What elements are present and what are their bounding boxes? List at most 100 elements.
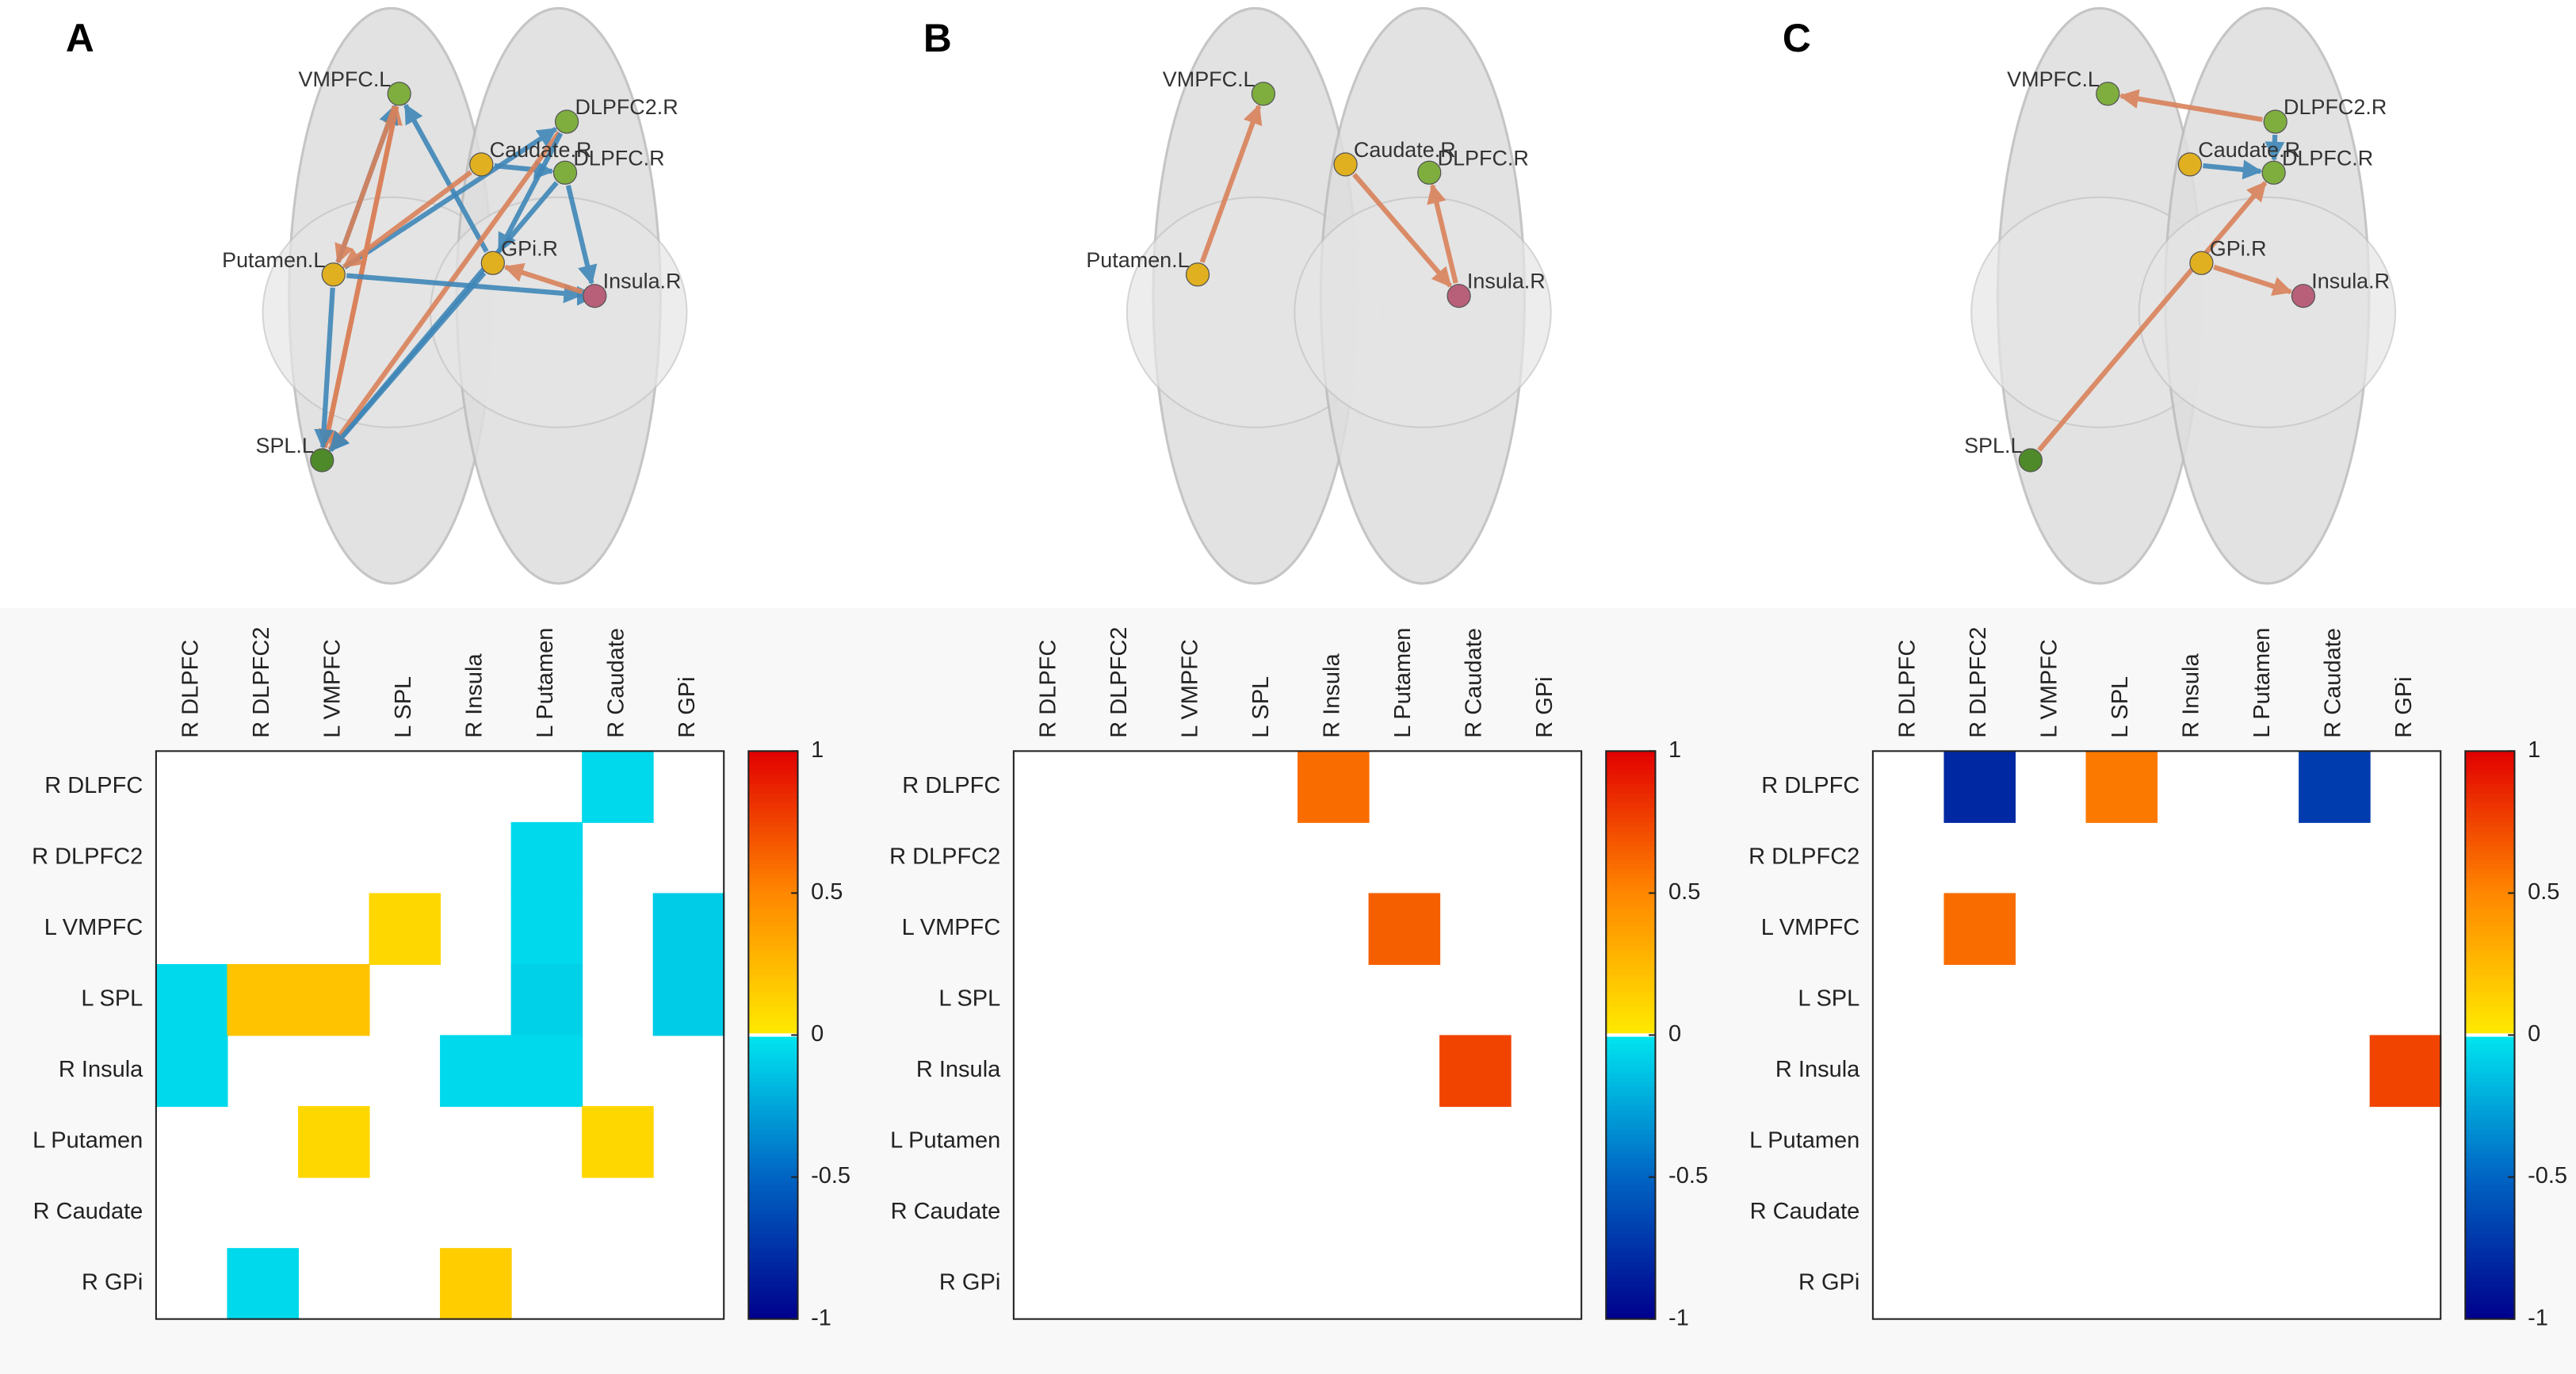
colorbar-step [1606, 1044, 1656, 1051]
colorbar-step [2465, 821, 2515, 828]
colorbar-step [748, 1119, 798, 1126]
colorbar-step [1606, 1143, 1656, 1150]
colorbar-step [748, 982, 798, 989]
node-label: Insula.R [2311, 270, 2390, 293]
colorbar-step [2465, 1068, 2515, 1074]
colorbar-step [2465, 836, 2515, 842]
colorbar-step [2465, 1304, 2515, 1311]
heatmap-cell [369, 893, 441, 965]
colorbar-step [1606, 936, 1656, 941]
colorbar-step [2465, 926, 2515, 932]
node-label: Insula.R [603, 270, 682, 293]
colorbar-step [2465, 888, 2515, 894]
edge [314, 287, 335, 450]
colorbar-step [1606, 1181, 1656, 1188]
hemisphere-lobe [430, 196, 688, 429]
colorbar-step [2465, 1077, 2515, 1084]
colorbar-step [2465, 1025, 2515, 1031]
colorbar-step [748, 802, 798, 809]
colorbar-step [2465, 1314, 2515, 1320]
colorbar-step [748, 836, 798, 842]
colorbar-step [1606, 1299, 1656, 1306]
colorbar-step [748, 874, 798, 880]
colorbar-step [2465, 756, 2515, 762]
colorbar-step [2465, 1049, 2515, 1055]
node-label: VMPFC.L [299, 67, 392, 91]
colorbar-step [1606, 1092, 1656, 1097]
colorbar-step [748, 1092, 798, 1097]
colorbar-tick-label: -1 [811, 1305, 831, 1330]
heatmap-area [1872, 751, 2441, 1319]
colorbar-step [1606, 1309, 1656, 1315]
colorbar-step [1606, 869, 1656, 875]
colorbar-step [1606, 1111, 1656, 1116]
colorbar-step [748, 765, 798, 771]
colorbar-step [2465, 1124, 2515, 1131]
colorbar-step [748, 936, 798, 941]
colorbar-step [1606, 1276, 1656, 1282]
colorbar-step [1606, 1238, 1656, 1244]
row-label: L SPL [938, 986, 1000, 1011]
colorbar-step [2465, 784, 2515, 790]
colorbar-step [1606, 878, 1656, 885]
colorbar-step [1606, 1158, 1656, 1164]
colorbar-step [748, 1030, 798, 1036]
node [1185, 262, 1210, 287]
colorbar-step [2465, 917, 2515, 923]
colorbar-step [2465, 1191, 2515, 1197]
colorbar-step [748, 1035, 798, 1041]
colorbar-step [2465, 1196, 2515, 1202]
heatmap-cell [227, 1248, 300, 1320]
row-label: L SPL [1798, 986, 1859, 1011]
colorbar-step [748, 760, 798, 767]
colorbar-step [1606, 779, 1656, 785]
row-label: R GPi [939, 1270, 1000, 1296]
column-label: R DLPFC [1035, 640, 1061, 738]
hemisphere-lobe [1294, 196, 1552, 429]
colorbar-step [748, 1177, 798, 1183]
colorbar-step [1606, 1248, 1656, 1253]
node-label: VMPFC.L [1163, 67, 1256, 91]
column-label: R DLPFC2 [249, 627, 274, 738]
colorbar-step [1606, 921, 1656, 928]
colorbar-step [748, 794, 798, 799]
colorbar-step [1606, 1285, 1656, 1292]
colorbar-step [1606, 1124, 1656, 1131]
colorbar-tick-label: 1 [811, 737, 824, 763]
edge [1427, 183, 1458, 284]
colorbar-step [2465, 874, 2515, 880]
colorbar-step [1606, 973, 1656, 979]
colorbar-step [1606, 992, 1656, 998]
colorbar-step [1606, 888, 1656, 894]
colorbar-step [1606, 898, 1656, 904]
colorbar-tick-label: -0.5 [811, 1163, 850, 1188]
colorbar-tick-label: -0.5 [1668, 1163, 1708, 1188]
colorbar-step [1606, 1115, 1656, 1121]
colorbar-step [1606, 1016, 1656, 1022]
colorbar-step [2465, 1248, 2515, 1253]
colorbar-step [2465, 1044, 2515, 1051]
node [2177, 152, 2203, 177]
colorbar-step [2465, 855, 2515, 861]
colorbar-step [2465, 1153, 2515, 1159]
colorbar-step [1606, 826, 1656, 832]
edge [2265, 134, 2285, 162]
colorbar-step [748, 1280, 798, 1287]
colorbar-step [748, 1299, 798, 1306]
heatmap-cell [1368, 893, 1441, 965]
colorbar-step [2465, 963, 2515, 970]
colorbar-step [748, 1271, 798, 1277]
colorbar-step [2465, 968, 2515, 974]
colorbar-step [748, 917, 798, 923]
column-label: R DLPFC [178, 640, 203, 738]
colorbar-step [748, 902, 798, 909]
colorbar-step [2465, 997, 2515, 1003]
colorbar-step [2465, 1200, 2515, 1207]
column-label: L SPL [391, 676, 416, 738]
colorbar-step [2465, 1210, 2515, 1216]
colorbar-step [748, 955, 798, 960]
node-label: Caudate.R [1354, 138, 1456, 162]
colorbar-step [1606, 1077, 1656, 1084]
row-label: R Caudate [1750, 1199, 1860, 1224]
